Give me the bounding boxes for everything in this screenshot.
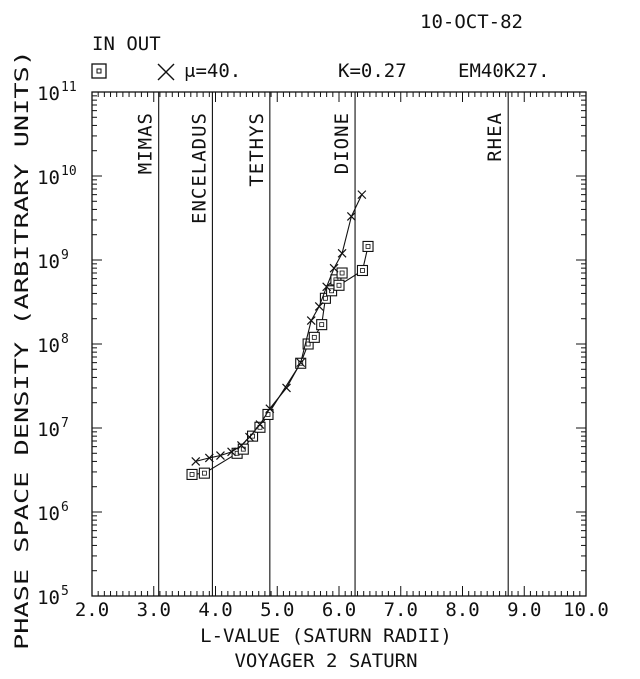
legend-out-cross-icon <box>157 63 175 81</box>
x-tick-label: 2.0 <box>75 599 109 621</box>
data-point-cross <box>329 263 339 273</box>
data-point-cross <box>322 282 332 292</box>
data-series <box>186 190 374 480</box>
data-point-cross <box>255 420 265 429</box>
y-tick-label: 10 <box>37 419 60 441</box>
data-point-cross <box>191 457 201 466</box>
data-point-cross <box>216 451 225 460</box>
y-tick-label: 10 <box>37 335 60 357</box>
data-point-cross <box>237 441 246 450</box>
x-tick-label: 6.0 <box>322 599 356 621</box>
data-point-cross <box>306 316 316 326</box>
data-point-cross <box>314 302 324 311</box>
y-tick-exponent: 8 <box>61 332 69 347</box>
x-axis-title: L-VALUE (SATURN RADII) <box>200 625 452 647</box>
x-tick-label: 10.0 <box>563 599 609 621</box>
data-point-square <box>186 468 198 480</box>
data-point-cross <box>337 248 347 258</box>
legend-in-square-icon <box>91 63 107 79</box>
x-tick-label: 3.0 <box>137 599 171 621</box>
y-tick-label: 10 <box>37 167 60 189</box>
chart-subtitle: VOYAGER 2 SATURN <box>234 650 417 672</box>
legend-run-id: EM40K27. <box>458 60 550 82</box>
data-point-square <box>333 279 345 291</box>
y-tick-label: 10 <box>37 503 60 525</box>
data-point-square <box>302 338 314 350</box>
chart-date: 10-OCT-82 <box>420 11 523 33</box>
x-tick-label: 4.0 <box>198 599 232 621</box>
data-point-square <box>237 443 249 455</box>
moon-label-dione: DIONE <box>331 112 353 174</box>
data-point-cross <box>245 432 254 442</box>
series-cross-line <box>195 194 363 462</box>
legend-mu-label: μ=40. <box>184 60 241 82</box>
y-tick-exponent: 6 <box>61 500 69 515</box>
y-tick-exponent: 5 <box>61 584 69 599</box>
legend-heading: IN OUT <box>92 33 161 55</box>
data-point-cross <box>357 190 367 200</box>
x-tick-label: 8.0 <box>445 599 479 621</box>
data-point-cross <box>296 358 306 368</box>
x-tick-label: 7.0 <box>384 599 418 621</box>
data-point-square <box>198 467 210 479</box>
y-tick-exponent: 10 <box>61 164 77 179</box>
x-tick-labels: 2.0 3.0 4.0 5.0 6.0 7.0 8.0 9.0 10.0 <box>75 599 609 621</box>
data-point-cross <box>227 447 236 457</box>
data-point-square <box>356 264 369 277</box>
data-point-square <box>362 240 374 252</box>
data-point-cross <box>282 383 291 393</box>
y-tick-label: 10 <box>37 251 60 273</box>
data-point-cross <box>204 453 214 463</box>
y-tick-exponent: 11 <box>61 80 77 95</box>
data-point-square <box>316 319 328 331</box>
data-point-square <box>336 267 348 279</box>
data-point-square <box>319 292 331 304</box>
data-point-cross <box>346 212 356 221</box>
data-point-square <box>308 331 320 343</box>
x-tick-label: 9.0 <box>507 599 541 621</box>
moon-label-rhea: RHEA <box>484 112 506 162</box>
y-tick-label: 10 <box>37 587 60 609</box>
data-point-cross <box>265 404 275 414</box>
y-axis-title: PHASE SPACE DENSITY (ARBITRARY UNITS) <box>11 50 33 650</box>
x-tick-label: 5.0 <box>260 599 294 621</box>
y-tick-exponent: 9 <box>61 248 69 263</box>
legend-k-label: K=0.27 <box>338 60 407 82</box>
tick-marks <box>91 92 587 597</box>
moon-label-mimas: MIMAS <box>135 112 157 174</box>
y-tick-label: 10 <box>37 83 60 105</box>
y-tick-exponent: 7 <box>61 416 69 431</box>
moon-lines: MIMAS ENCELADUS TETHYS DIONE RHEA <box>135 92 509 596</box>
moon-label-tethys: TETHYS <box>246 112 268 187</box>
moon-label-enceladus: ENCELADUS <box>188 112 210 224</box>
